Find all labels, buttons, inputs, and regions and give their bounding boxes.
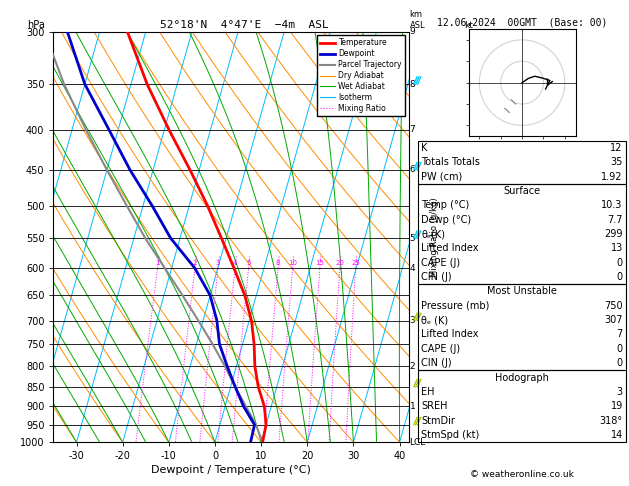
Text: Dewp (°C): Dewp (°C)	[421, 215, 472, 225]
Text: LCL: LCL	[409, 438, 426, 447]
Text: 6: 6	[409, 165, 415, 174]
Text: 5: 5	[247, 260, 251, 266]
Text: θₑ(K): θₑ(K)	[421, 229, 445, 239]
Text: 4: 4	[409, 263, 415, 273]
Text: 12.06.2024  00GMT  (Base: 00): 12.06.2024 00GMT (Base: 00)	[437, 17, 607, 27]
Text: 1: 1	[409, 402, 415, 411]
Text: © weatheronline.co.uk: © weatheronline.co.uk	[470, 469, 574, 479]
Text: 307: 307	[604, 315, 623, 325]
Text: K: K	[421, 143, 428, 153]
Text: 25: 25	[352, 260, 360, 266]
Text: 13: 13	[611, 243, 623, 254]
Text: 7.7: 7.7	[607, 215, 623, 225]
Text: 750: 750	[604, 301, 623, 311]
Text: Totals Totals: Totals Totals	[421, 157, 481, 168]
Text: Pressure (mb): Pressure (mb)	[421, 301, 490, 311]
X-axis label: Dewpoint / Temperature (°C): Dewpoint / Temperature (°C)	[151, 466, 311, 475]
Text: CIN (J): CIN (J)	[421, 272, 452, 282]
Text: EH: EH	[421, 387, 435, 397]
Text: 8: 8	[276, 260, 281, 266]
Text: StmSpd (kt): StmSpd (kt)	[421, 430, 480, 440]
Text: 10: 10	[288, 260, 297, 266]
Text: 20: 20	[335, 260, 344, 266]
Text: SREH: SREH	[421, 401, 448, 411]
Text: 0: 0	[616, 344, 623, 354]
Text: km
ASL: km ASL	[409, 10, 425, 30]
Text: CAPE (J): CAPE (J)	[421, 344, 460, 354]
Text: 3: 3	[616, 387, 623, 397]
Text: 14: 14	[611, 430, 623, 440]
Text: StmDir: StmDir	[421, 416, 455, 426]
Text: 7: 7	[409, 125, 415, 134]
Text: 4: 4	[233, 260, 237, 266]
Text: Lifted Index: Lifted Index	[421, 243, 479, 254]
Text: 299: 299	[604, 229, 623, 239]
Text: 9: 9	[409, 27, 415, 36]
Text: 1: 1	[155, 260, 160, 266]
Text: Lifted Index: Lifted Index	[421, 330, 479, 340]
Text: 19: 19	[611, 401, 623, 411]
Text: kt: kt	[464, 21, 473, 30]
Text: Most Unstable: Most Unstable	[487, 286, 557, 296]
Text: 3: 3	[409, 316, 415, 325]
Text: 2: 2	[192, 260, 197, 266]
Legend: Temperature, Dewpoint, Parcel Trajectory, Dry Adiabat, Wet Adiabat, Isotherm, Mi: Temperature, Dewpoint, Parcel Trajectory…	[317, 35, 405, 116]
Text: 3: 3	[216, 260, 220, 266]
Text: 5: 5	[409, 234, 415, 243]
Text: θₑ (K): θₑ (K)	[421, 315, 448, 325]
Text: 1.92: 1.92	[601, 172, 623, 182]
Text: 318°: 318°	[599, 416, 623, 426]
Text: 2: 2	[409, 362, 415, 371]
Text: hPa: hPa	[27, 19, 45, 30]
Text: 0: 0	[616, 258, 623, 268]
Text: 7: 7	[616, 330, 623, 340]
Text: PW (cm): PW (cm)	[421, 172, 463, 182]
Text: 35: 35	[610, 157, 623, 168]
Text: 52°18'N  4°47'E  −4m  ASL: 52°18'N 4°47'E −4m ASL	[160, 19, 329, 30]
Text: 15: 15	[316, 260, 325, 266]
Text: Temp (°C): Temp (°C)	[421, 200, 470, 210]
Text: Mixing Ratio (g/kg): Mixing Ratio (g/kg)	[430, 197, 439, 277]
Text: 0: 0	[616, 358, 623, 368]
Text: 10.3: 10.3	[601, 200, 623, 210]
Text: Surface: Surface	[503, 186, 541, 196]
Text: 8: 8	[409, 80, 415, 88]
Text: CIN (J): CIN (J)	[421, 358, 452, 368]
Text: CAPE (J): CAPE (J)	[421, 258, 460, 268]
Text: Hodograph: Hodograph	[495, 372, 549, 382]
Text: 0: 0	[616, 272, 623, 282]
Text: 12: 12	[610, 143, 623, 153]
